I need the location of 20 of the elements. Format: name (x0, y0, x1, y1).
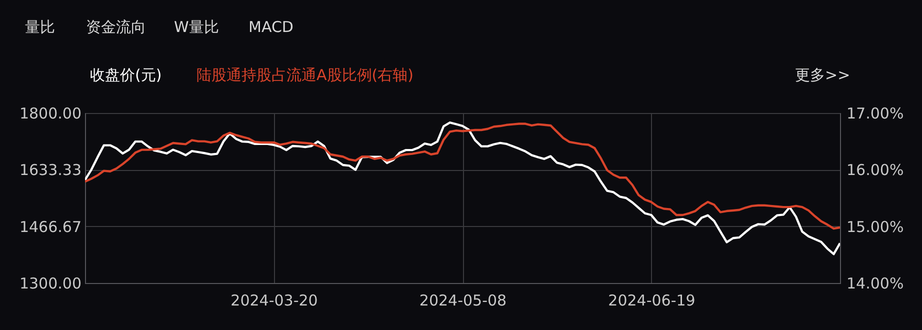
x-tick-label: 2024-03-20 (230, 292, 318, 310)
text: 收盘价(元) (90, 66, 162, 84)
y2-tick-label: 16.00% (846, 161, 904, 180)
y2-tick-label: 15.00% (846, 218, 904, 236)
text: 陆股通持股占流通A股比例(右轴) (196, 66, 414, 84)
text: W量比 (174, 18, 219, 36)
x-tick-label: 2024-06-19 (608, 292, 696, 310)
text: 量比 (25, 18, 55, 36)
y-tick-label: 1633.33 (19, 161, 82, 180)
text: MACD (248, 18, 294, 36)
line-series (85, 121, 840, 256)
y2-tick-label: 14.00% (846, 274, 904, 292)
y2-tick-label: 17.00% (846, 104, 904, 122)
y-tick-label: 1466.67 (19, 218, 82, 236)
line-series (85, 122, 840, 230)
text: 资金流向 (86, 18, 146, 36)
text: 更多>> (795, 66, 850, 84)
y-tick-label: 1300.00 (19, 274, 82, 292)
y-tick-label: 1800.00 (19, 104, 82, 122)
x-tick-label: 2024-05-08 (419, 292, 507, 310)
